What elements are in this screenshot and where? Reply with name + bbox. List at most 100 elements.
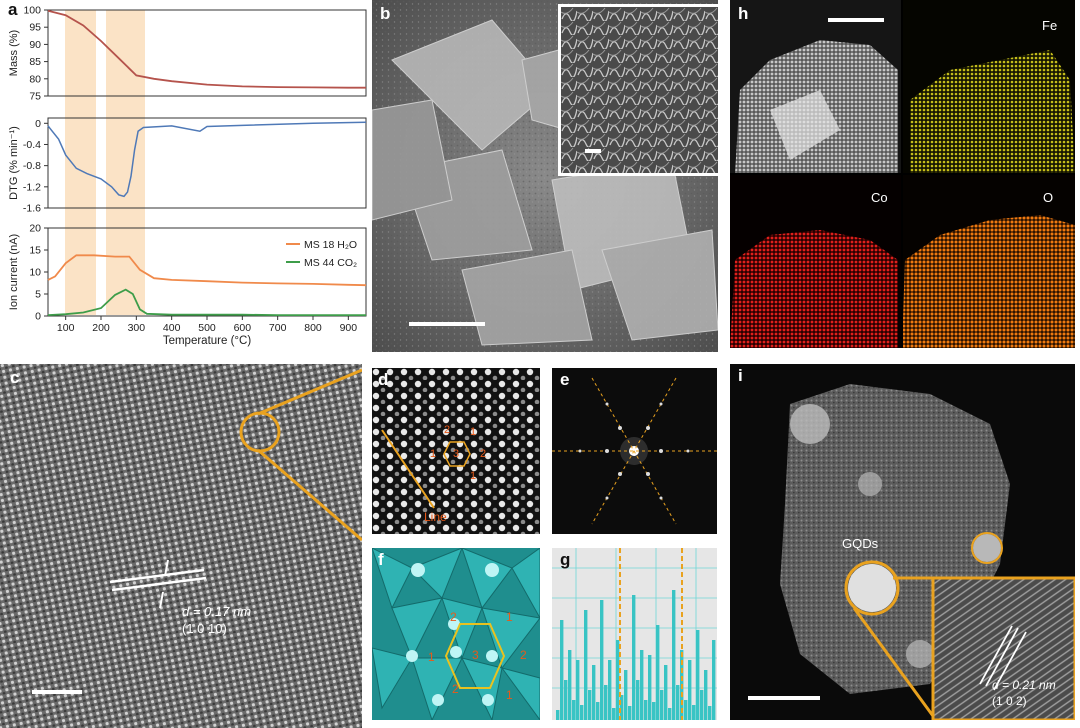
profile-bar xyxy=(700,690,704,720)
panel-b-sem: b xyxy=(372,0,718,352)
fft-image xyxy=(552,368,717,534)
profile-bar xyxy=(628,706,632,720)
profile-bar xyxy=(652,702,656,720)
profile-bar xyxy=(560,620,564,720)
legend-co2: MS 44 CO₂ xyxy=(304,257,357,269)
tga-chart: 100 200 300 400 500 600 700 800 9001009590858075… xyxy=(8,5,367,347)
co2-curve xyxy=(47,288,366,316)
eds-maps xyxy=(730,0,1075,348)
site-label: 2 xyxy=(480,448,487,460)
y-tick-label: 95 xyxy=(29,22,41,34)
profile-bar xyxy=(556,710,560,720)
shade-region-1 xyxy=(65,10,96,315)
ylabel-ion: Ion current (nA) xyxy=(8,234,20,310)
x-tick-label: 500 xyxy=(198,322,216,334)
panel-a: a 100 200 300 400 500 600 700 800 900 100 95 90 85 80… xyxy=(0,0,370,350)
x-tick-label: 100 xyxy=(57,322,75,334)
profile-bar xyxy=(692,705,696,720)
ylabel-mass: Mass (%) xyxy=(8,30,20,76)
panel-label-h: h xyxy=(738,4,749,23)
profile-bar xyxy=(664,665,668,720)
profile-bar xyxy=(604,685,608,720)
y-tick-label: 15 xyxy=(29,245,41,257)
site-label: 1 xyxy=(470,426,477,438)
sem-inset xyxy=(558,4,718,176)
x-tick-label: 200 xyxy=(92,322,110,334)
y-tick-label: 90 xyxy=(29,39,41,51)
profile-bar xyxy=(648,655,652,720)
site-label: 2 xyxy=(450,610,457,624)
y-tick-label: 100 xyxy=(23,5,41,17)
site-label: 1 xyxy=(470,470,477,482)
panel-h-eds: h Fe Co O xyxy=(730,0,1075,348)
panel-e-fft: e xyxy=(552,368,717,534)
profile-bar xyxy=(600,600,604,720)
lattice-plane-i: (1 0 2) xyxy=(992,694,1027,708)
mass-curve xyxy=(47,9,366,89)
element-label-co: Co xyxy=(871,190,888,205)
profile-bar xyxy=(644,700,648,720)
site-label: 1 xyxy=(430,448,437,460)
profile-bar xyxy=(660,690,664,720)
y-tick-label: -0.4 xyxy=(23,139,41,151)
lattice-spacing-c: d = 0.17 nm xyxy=(182,604,252,619)
panel-i-haadf: i GQDs d = 0.21 nm (1 0 2) xyxy=(730,364,1075,720)
y-tick-label: 80 xyxy=(29,73,41,85)
site-label: 1 xyxy=(428,650,435,664)
profile-bar xyxy=(636,680,640,720)
panel-label-a: a xyxy=(8,0,18,19)
h2o-curve xyxy=(47,254,367,287)
panel-label-c: c xyxy=(10,368,20,387)
profile-bar xyxy=(624,670,628,720)
profile-bar xyxy=(572,700,576,720)
profile-bar xyxy=(696,630,700,720)
panel-f-model: f 1 2 1 2 3 2 1 xyxy=(372,548,540,720)
profile-bar xyxy=(632,595,636,720)
y-tick-label: 0 xyxy=(35,311,41,323)
profile-bar xyxy=(620,695,624,720)
profile-bar xyxy=(592,665,596,720)
panel-c-hrtem: c d = 0.17 nm (1 0 10) xyxy=(0,364,362,728)
panel-label-i: i xyxy=(738,366,743,385)
xlabel-temperature: Temperature (°C) xyxy=(163,335,251,347)
panel-label-f: f xyxy=(378,550,384,569)
y-tick-label: 5 xyxy=(35,289,41,301)
intensity-profile xyxy=(552,548,717,720)
x-tick-label: 800 xyxy=(304,322,322,334)
panel-label-e: e xyxy=(560,370,570,389)
profile-bar xyxy=(576,660,580,720)
gqd-label: GQDs xyxy=(842,536,879,551)
lattice-plane-c: (1 0 10) xyxy=(182,621,227,636)
y-tick-label: 20 xyxy=(29,223,41,235)
site-label: 2 xyxy=(520,648,527,662)
y-tick-label: -1.2 xyxy=(23,181,41,193)
x-tick-label: 900 xyxy=(340,322,358,334)
y-tick-label: 10 xyxy=(29,267,41,279)
haadf-image xyxy=(748,384,1075,720)
profile-bar xyxy=(588,690,592,720)
shade-region-2 xyxy=(106,10,145,315)
profile-bar xyxy=(704,670,708,720)
profile-bar xyxy=(568,650,572,720)
site-label: 2 xyxy=(444,424,451,436)
panel-d-stem: d Line 1 2 3 1 2 1 xyxy=(372,368,540,534)
ylabel-dtg: DTG (% min⁻¹) xyxy=(8,126,20,200)
profile-bar xyxy=(584,610,588,720)
x-tick-label: 400 xyxy=(163,322,181,334)
site-label: 1 xyxy=(506,688,513,702)
element-label-o: O xyxy=(1043,190,1054,205)
dtg-curve xyxy=(47,121,367,198)
line-label: Line xyxy=(424,510,447,524)
panel-label-b: b xyxy=(380,4,391,23)
profile-bar xyxy=(712,640,716,720)
y-tick-label: 75 xyxy=(29,91,41,103)
x-tick-label: 700 xyxy=(269,322,287,334)
profile-bar xyxy=(580,705,584,720)
profile-bar xyxy=(564,680,568,720)
profile-bar xyxy=(688,660,692,720)
profile-bar xyxy=(676,685,680,720)
profile-bar xyxy=(656,625,660,720)
element-label-fe: Fe xyxy=(1042,18,1058,33)
y-tick-label: 0 xyxy=(35,118,41,130)
site-label: 1 xyxy=(506,610,513,624)
